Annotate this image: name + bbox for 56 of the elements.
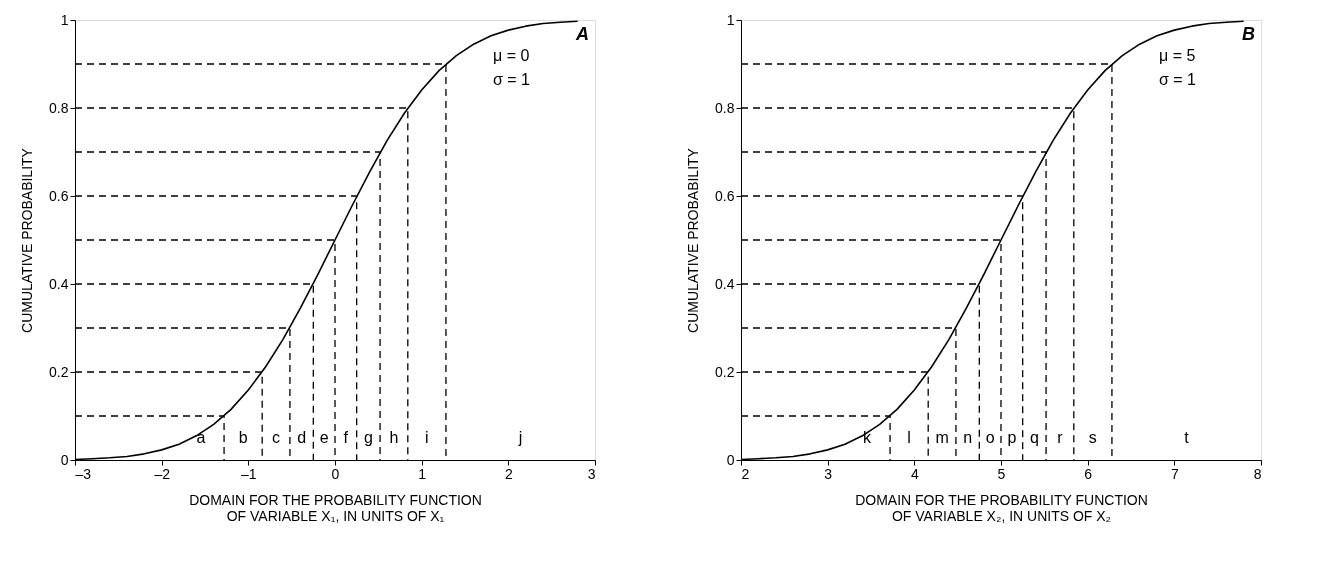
annotation: j <box>517 429 523 446</box>
y-tick-label: 0.6 <box>49 187 69 204</box>
y-tick-label: 0 <box>60 451 69 468</box>
x-tick-label: –1 <box>241 465 257 482</box>
y-tick-label: 0.2 <box>715 363 735 380</box>
y-tick-label: 1 <box>726 11 735 28</box>
x-tick-label: 8 <box>1253 465 1262 482</box>
annotation: μ = 5 <box>1159 47 1196 64</box>
x-tick-label: 5 <box>997 465 1006 482</box>
y-axis-title: CUMULATIVE PROBABILITY <box>685 147 702 333</box>
annotation: g <box>363 429 373 446</box>
x-axis-title: DOMAIN FOR THE PROBABILITY FUNCTION OF VARIABLE X₁, IN UNITS OF X₁ <box>189 491 482 524</box>
annotation: r <box>1057 429 1064 446</box>
y-tick-label: 0 <box>726 451 735 468</box>
x-axis-title: DOMAIN FOR THE PROBABILITY FUNCTION OF VARIABLE X₂, IN UNITS OF X₂ <box>855 491 1148 524</box>
x-tick-label: 2 <box>741 465 750 482</box>
x-tick-label: 2 <box>504 465 513 482</box>
annotation: e <box>319 429 329 446</box>
annotation: a <box>196 429 206 446</box>
y-tick-label: 0.6 <box>715 187 735 204</box>
annotation: σ = 1 <box>493 71 531 88</box>
annotation: μ = 0 <box>493 47 530 64</box>
annotation: d <box>297 429 307 446</box>
annotation: o <box>985 429 995 446</box>
annotation: m <box>935 429 949 446</box>
x-tick-label: 4 <box>910 465 919 482</box>
annotation: l <box>907 429 911 446</box>
annotation: k <box>863 429 873 446</box>
x-tick-label: 3 <box>587 465 596 482</box>
x-tick-label: 7 <box>1170 465 1179 482</box>
annotation: q <box>1029 429 1039 446</box>
annotation: n <box>963 429 973 446</box>
annotation: i <box>425 429 429 446</box>
annotation: f <box>343 429 349 446</box>
x-tick-label: 3 <box>824 465 833 482</box>
x-tick-label: –2 <box>154 465 171 482</box>
y-tick-label: 0.8 <box>49 99 69 116</box>
annotation: b <box>238 429 248 446</box>
x-tick-label: 1 <box>418 465 427 482</box>
annotation: h <box>389 429 399 446</box>
annotation: A <box>575 24 589 44</box>
x-tick-label: 0 <box>331 465 340 482</box>
y-tick-label: 0.4 <box>49 275 69 292</box>
annotation: s <box>1088 429 1097 446</box>
annotation: p <box>1007 429 1017 446</box>
annotation: t <box>1184 429 1190 446</box>
y-tick-label: 0.4 <box>715 275 735 292</box>
x-tick-label: 6 <box>1084 465 1093 482</box>
y-tick-label: 1 <box>60 11 69 28</box>
y-axis-title: CUMULATIVE PROBABILITY <box>19 147 36 333</box>
annotation: σ = 1 <box>1159 71 1197 88</box>
y-tick-label: 0.8 <box>715 99 735 116</box>
y-tick-label: 0.2 <box>49 363 69 380</box>
annotation: c <box>272 429 281 446</box>
x-tick-label: –3 <box>75 465 92 482</box>
annotation: B <box>1242 24 1255 44</box>
